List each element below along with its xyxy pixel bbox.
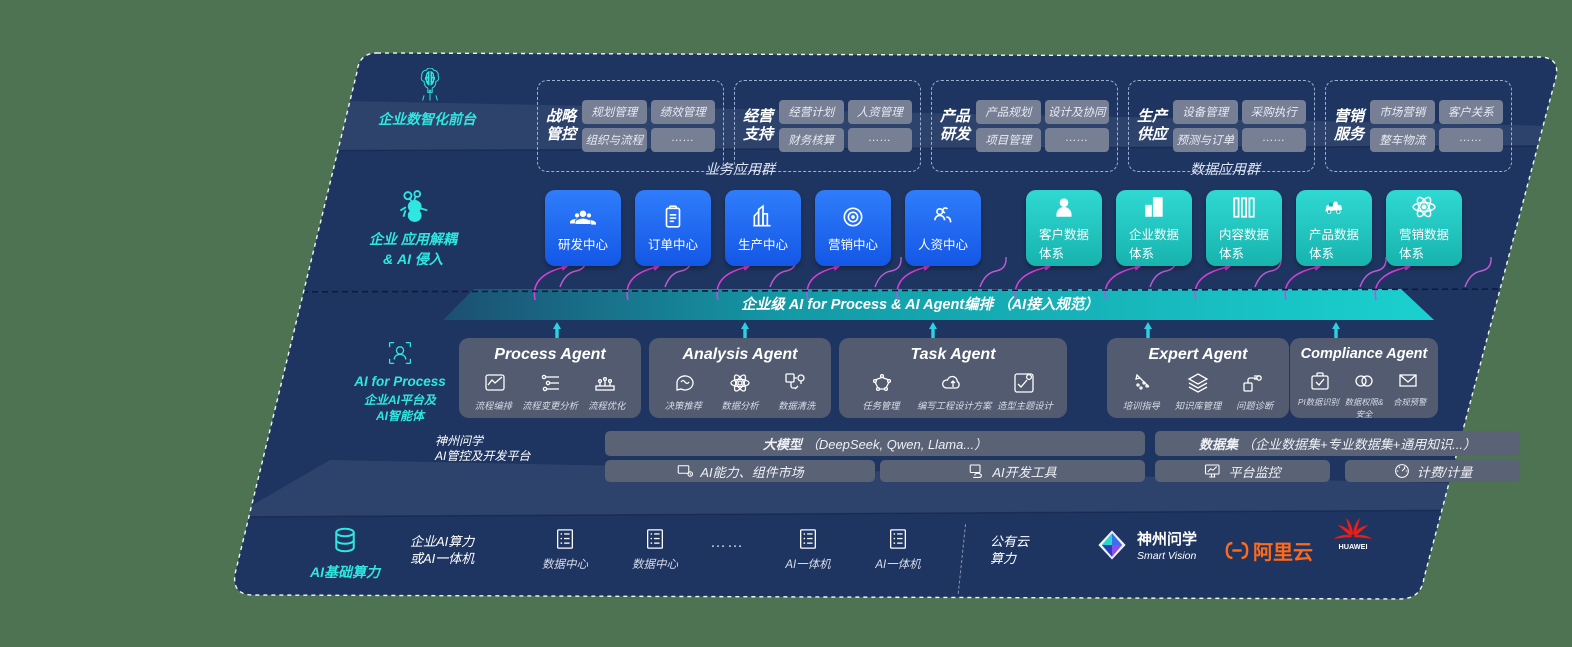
svg-text:HUAWEI: HUAWEI [1338, 542, 1367, 551]
svg-text:企业级 AI for Process & AI Agent编: 企业级 AI for Process & AI Agent编排 （AI接入规范） [741, 296, 1098, 313]
